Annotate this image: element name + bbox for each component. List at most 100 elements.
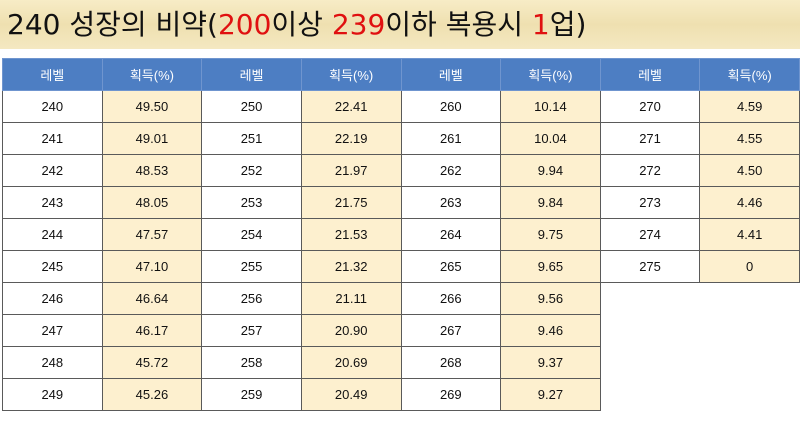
level-cell: 259 xyxy=(201,378,302,411)
gain-cell: 9.56 xyxy=(500,282,601,315)
exp-gain-table: 레벨 획득(%) 레벨 획득(%) 레벨 획득(%) 레벨 획득(%) 240 49.50 250… xyxy=(2,58,800,411)
gain-cell: 4.59 xyxy=(699,90,800,123)
title-part-4: 업) xyxy=(549,8,587,41)
gain-cell: 45.72 xyxy=(101,346,203,379)
gain-cell: 46.64 xyxy=(101,282,203,315)
title-highlight-level-up: 1 xyxy=(531,8,550,41)
level-cell: 266 xyxy=(400,282,502,315)
level-cell: 242 xyxy=(2,154,103,187)
gain-cell: 9.27 xyxy=(500,378,601,411)
level-cell: 270 xyxy=(599,90,701,123)
level-cell: 264 xyxy=(400,218,502,251)
gain-cell: 9.65 xyxy=(500,250,601,283)
gain-cell: 4.55 xyxy=(699,122,800,155)
table-row: 246 46.64 256 21.11 266 9.56 xyxy=(2,282,800,315)
empty-cell xyxy=(600,282,700,315)
level-cell: 258 xyxy=(201,346,302,379)
empty-cell xyxy=(600,314,700,347)
gain-cell: 21.11 xyxy=(300,282,402,315)
table-header-row: 레벨 획득(%) 레벨 획득(%) 레벨 획득(%) 레벨 획득(%) xyxy=(2,58,800,91)
gain-cell: 22.41 xyxy=(300,90,402,123)
level-cell: 245 xyxy=(2,250,103,283)
header-level: 레벨 xyxy=(599,58,701,91)
level-cell: 271 xyxy=(599,122,701,155)
level-cell: 274 xyxy=(599,218,701,251)
gain-cell: 22.19 xyxy=(300,122,402,155)
level-cell: 243 xyxy=(2,186,103,219)
gain-cell: 4.50 xyxy=(699,154,800,187)
header-gain: 획득(%) xyxy=(101,58,203,91)
gain-cell: 9.84 xyxy=(500,186,601,219)
page-title: 240 성장의 비약(200이상 239이하 복용시 1업) xyxy=(0,0,800,49)
level-cell: 241 xyxy=(2,122,103,155)
level-cell: 249 xyxy=(2,378,103,411)
level-cell: 275 xyxy=(599,250,701,283)
title-highlight-min-level: 200 xyxy=(217,8,272,41)
level-cell: 272 xyxy=(599,154,701,187)
empty-cell xyxy=(699,346,800,379)
table-row: 241 49.01 251 22.19 261 10.04 271 4.55 xyxy=(2,122,800,155)
level-cell: 253 xyxy=(201,186,302,219)
level-cell: 255 xyxy=(201,250,302,283)
gain-cell: 21.75 xyxy=(300,186,402,219)
level-cell: 251 xyxy=(201,122,302,155)
table-row: 242 48.53 252 21.97 262 9.94 272 4.50 xyxy=(2,154,800,187)
level-cell: 260 xyxy=(400,90,502,123)
header-level: 레벨 xyxy=(201,58,302,91)
gain-cell: 9.94 xyxy=(500,154,601,187)
title-part-3: 이하 복용시 xyxy=(385,8,532,41)
gain-cell: 4.46 xyxy=(699,186,800,219)
level-cell: 262 xyxy=(400,154,502,187)
gain-cell: 21.53 xyxy=(300,218,402,251)
empty-cell xyxy=(699,282,800,315)
gain-cell: 9.37 xyxy=(500,346,601,379)
table-body: 240 49.50 250 22.41 260 10.14 270 4.59 241 49.01 2… xyxy=(2,90,800,411)
table-row: 240 49.50 250 22.41 260 10.14 270 4.59 xyxy=(2,90,800,123)
header-gain: 획득(%) xyxy=(699,58,800,91)
level-cell: 247 xyxy=(2,314,103,347)
gain-cell: 20.49 xyxy=(300,378,402,411)
table-row: 244 47.57 254 21.53 264 9.75 274 4.41 xyxy=(2,218,800,251)
gain-cell: 49.50 xyxy=(101,90,203,123)
level-cell: 256 xyxy=(201,282,302,315)
gain-cell: 47.10 xyxy=(101,250,203,283)
table-row: 243 48.05 253 21.75 263 9.84 273 4.46 xyxy=(2,186,800,219)
level-cell: 250 xyxy=(201,90,302,123)
table-row: 247 46.17 257 20.90 267 9.46 xyxy=(2,314,800,347)
gain-cell: 9.46 xyxy=(500,314,601,347)
level-cell: 246 xyxy=(2,282,103,315)
level-cell: 254 xyxy=(201,218,302,251)
level-cell: 268 xyxy=(400,346,502,379)
gain-cell: 46.17 xyxy=(101,314,203,347)
title-part-1: 240 성장의 비약( xyxy=(7,8,218,41)
table-row: 248 45.72 258 20.69 268 9.37 xyxy=(2,346,800,379)
header-gain: 획득(%) xyxy=(300,58,402,91)
gain-cell: 47.57 xyxy=(101,218,203,251)
gain-cell: 21.32 xyxy=(300,250,402,283)
gain-cell: 48.53 xyxy=(101,154,203,187)
title-highlight-max-level: 239 xyxy=(331,8,386,41)
level-cell: 263 xyxy=(400,186,502,219)
empty-cell xyxy=(699,378,800,411)
gain-cell: 20.69 xyxy=(300,346,402,379)
header-level: 레벨 xyxy=(400,58,502,91)
level-cell: 265 xyxy=(400,250,502,283)
exp-table-container: 레벨 획득(%) 레벨 획득(%) 레벨 획득(%) 레벨 획득(%) 240 49.50 250… xyxy=(2,58,800,411)
empty-cell xyxy=(600,346,700,379)
gain-cell: 21.97 xyxy=(300,154,402,187)
level-cell: 257 xyxy=(201,314,302,347)
level-cell: 252 xyxy=(201,154,302,187)
gain-cell: 0 xyxy=(699,250,800,283)
level-cell: 248 xyxy=(2,346,103,379)
level-cell: 269 xyxy=(400,378,502,411)
header-level: 레벨 xyxy=(2,58,103,91)
level-cell: 267 xyxy=(400,314,502,347)
empty-cell xyxy=(600,378,700,411)
gain-cell: 48.05 xyxy=(101,186,203,219)
gain-cell: 49.01 xyxy=(101,122,203,155)
table-row: 245 47.10 255 21.32 265 9.65 275 0 xyxy=(2,250,800,283)
empty-cell xyxy=(699,314,800,347)
gain-cell: 10.14 xyxy=(500,90,601,123)
table-row: 249 45.26 259 20.49 269 9.27 xyxy=(2,378,800,411)
level-cell: 244 xyxy=(2,218,103,251)
